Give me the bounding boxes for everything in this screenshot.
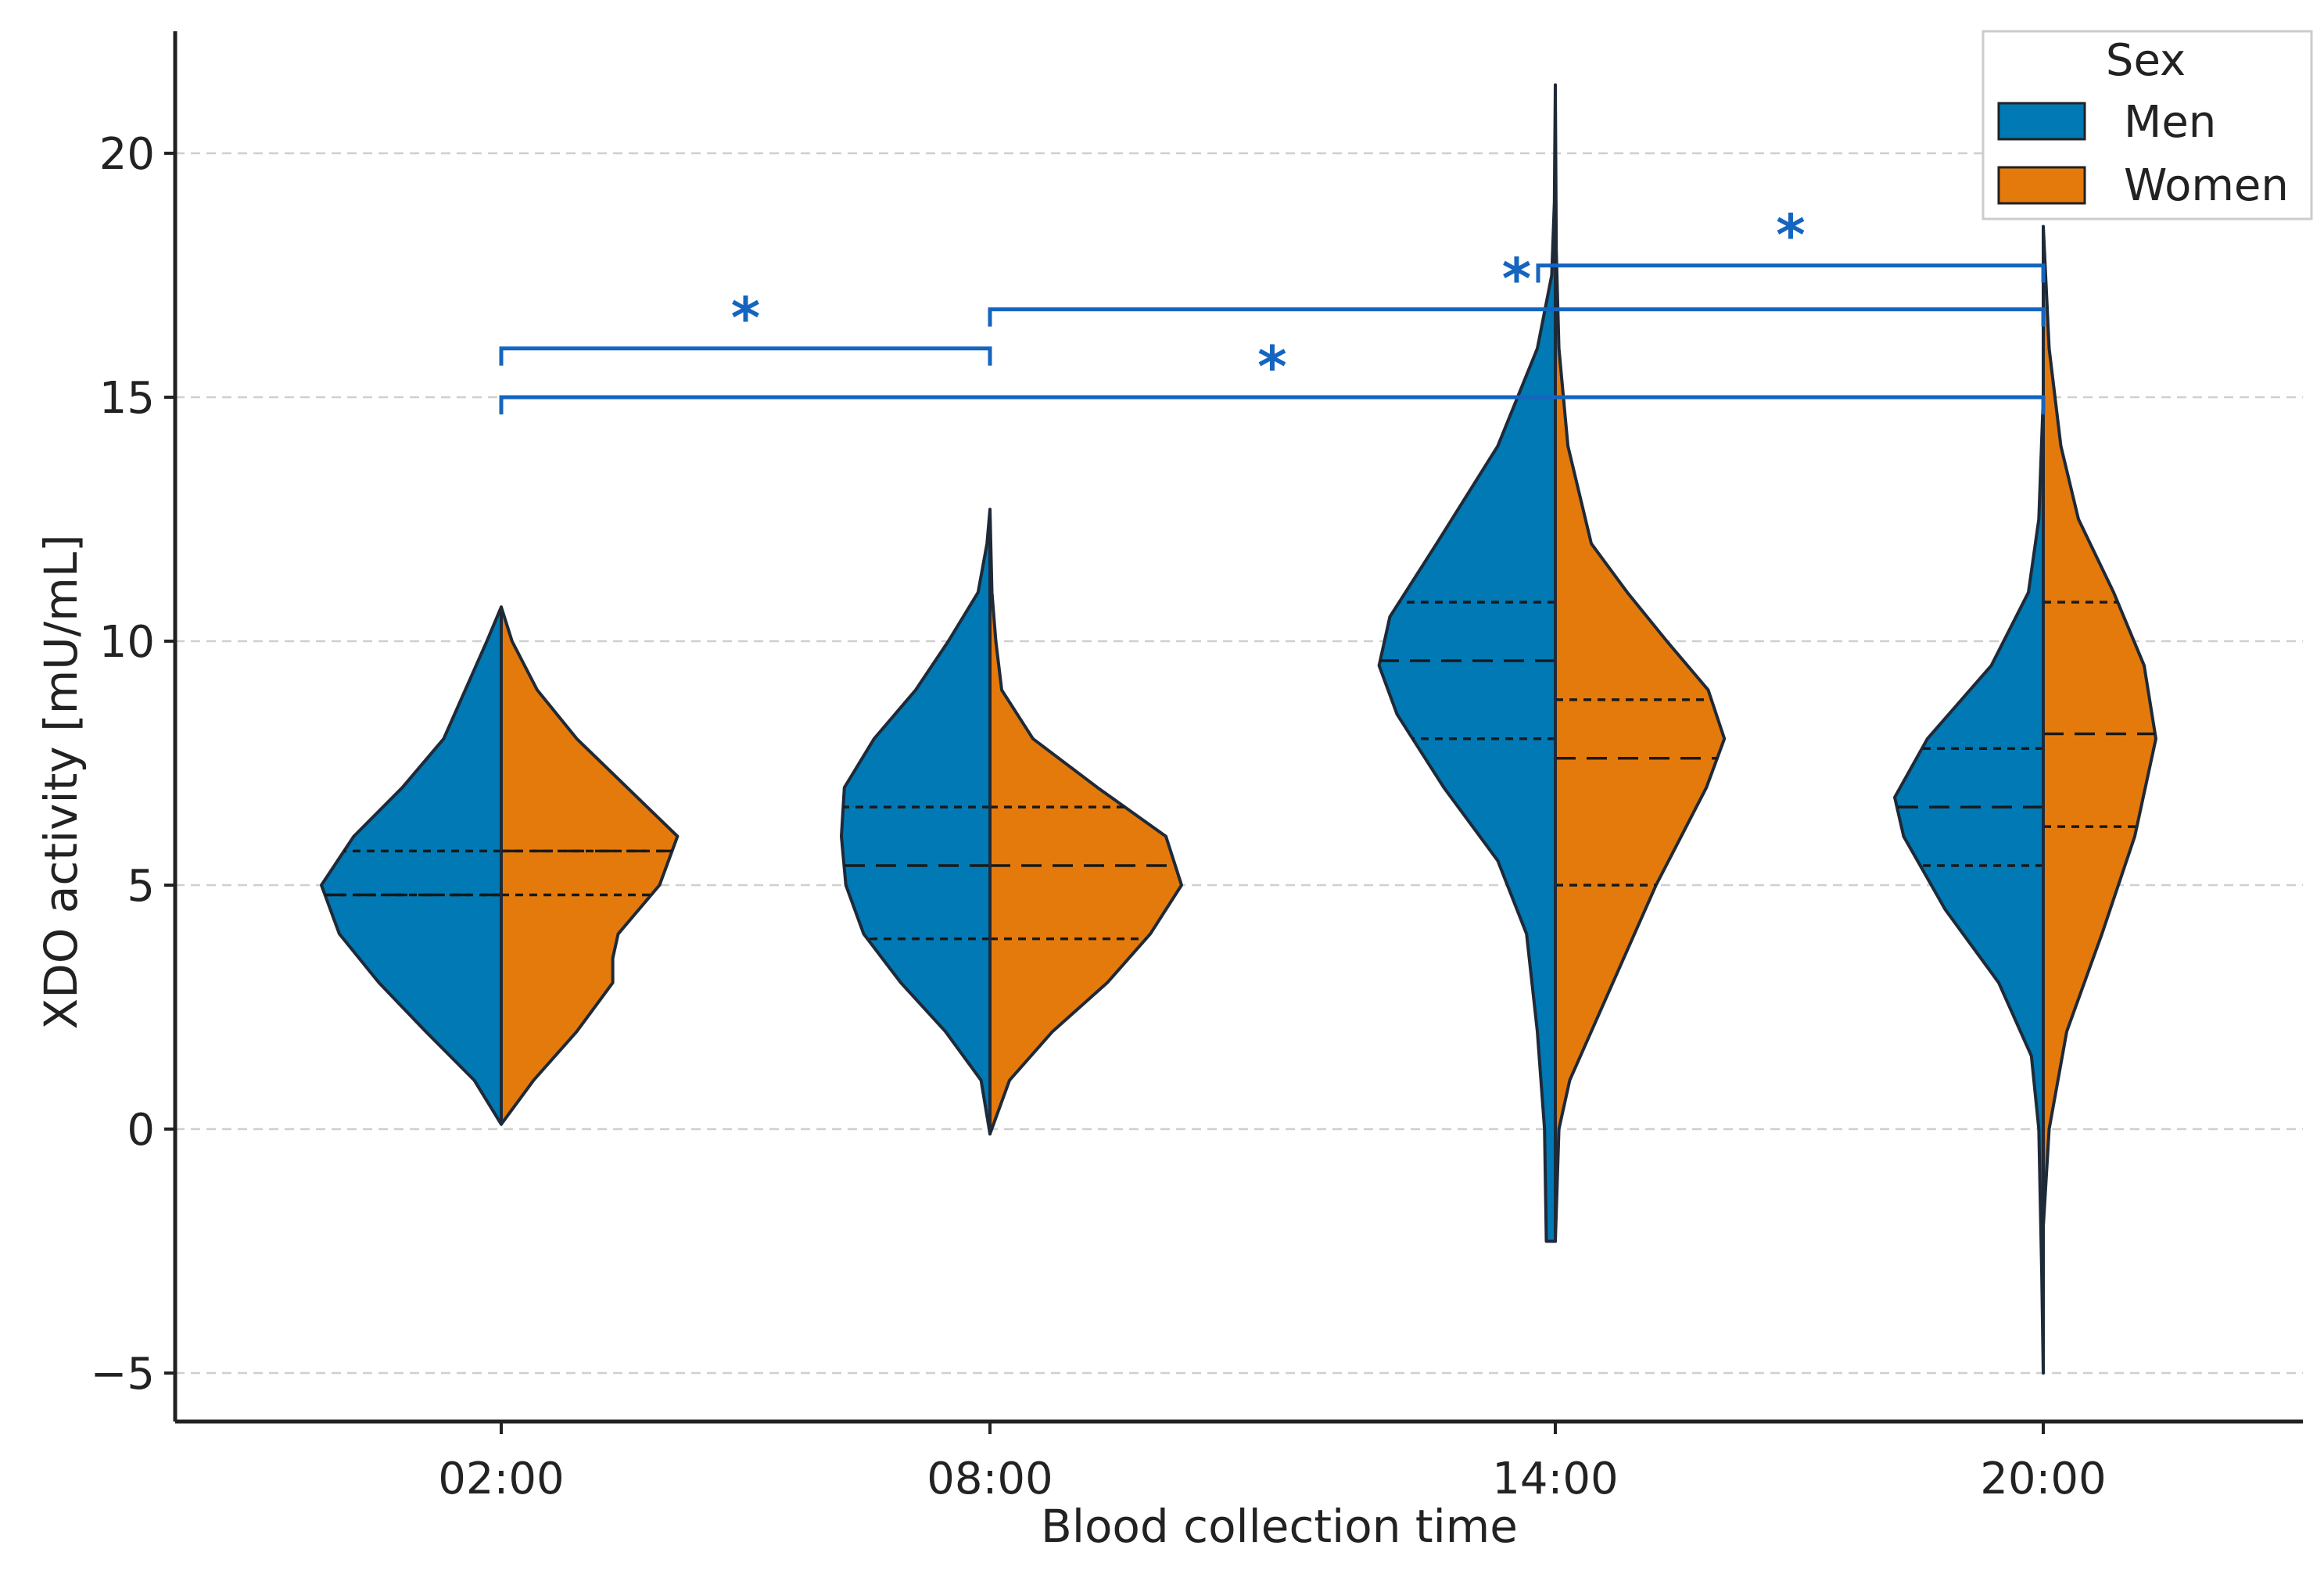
ticks: −5 0 5 10 15 20 02:00 08:00 14:00 20:00 bbox=[90, 129, 2106, 1504]
y-tick-label: 0 bbox=[127, 1105, 155, 1156]
significance-star: * bbox=[1776, 203, 1806, 268]
legend-swatch-women bbox=[1997, 166, 2086, 205]
legend-label-men: Men bbox=[2124, 97, 2216, 148]
x-tick-label: 08:00 bbox=[927, 1454, 1053, 1504]
significance-bracket bbox=[499, 346, 992, 366]
violin-women-0800 bbox=[988, 507, 1183, 1136]
violin-women-0200 bbox=[500, 605, 680, 1126]
significance-annotations: * * * * bbox=[499, 203, 2046, 414]
y-tick-label: 5 bbox=[127, 861, 155, 912]
x-axis-title: Blood collection time bbox=[1041, 1500, 1518, 1553]
significance-star: * bbox=[731, 285, 761, 351]
violin-men-0200 bbox=[320, 605, 503, 1126]
violins bbox=[320, 83, 2157, 1375]
legend-swatch-men bbox=[1997, 102, 2086, 141]
legend: Sex Men Women bbox=[1981, 30, 2313, 221]
x-tick-label: 02:00 bbox=[438, 1454, 564, 1504]
significance-bracket bbox=[1536, 264, 2046, 283]
y-tick-label: 20 bbox=[99, 129, 155, 180]
significance-bracket bbox=[499, 395, 2046, 414]
y-axis-title: XDO activity [mU/mL] bbox=[34, 534, 88, 1029]
violin-women-2000 bbox=[2042, 224, 2157, 1228]
legend-label-women: Women bbox=[2124, 160, 2289, 211]
axes bbox=[173, 31, 2303, 1424]
x-tick-label: 14:00 bbox=[1492, 1454, 1618, 1504]
violin-men-2000 bbox=[1893, 396, 2045, 1375]
violin-women-1400 bbox=[1554, 83, 1727, 1243]
significance-star: * bbox=[1502, 246, 1532, 312]
x-tick-label: 20:00 bbox=[1980, 1454, 2106, 1504]
y-tick-label: 15 bbox=[99, 373, 155, 424]
y-tick-label: −5 bbox=[90, 1349, 155, 1400]
y-tick-label: 10 bbox=[99, 617, 155, 668]
violin-men-1400 bbox=[1377, 83, 1557, 1243]
significance-bracket bbox=[988, 307, 2046, 327]
significance-star: * bbox=[1257, 334, 1287, 400]
legend-title: Sex bbox=[2106, 35, 2186, 86]
violin-men-0800 bbox=[840, 507, 992, 1136]
